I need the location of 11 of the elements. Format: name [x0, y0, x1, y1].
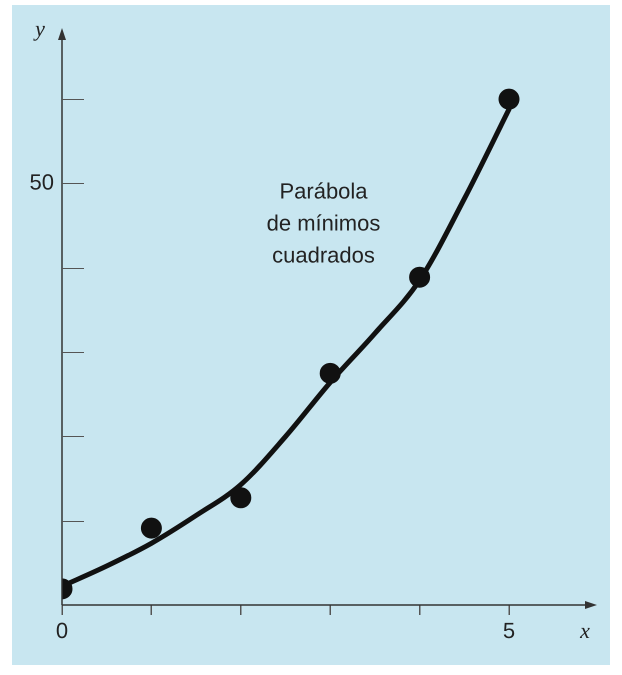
x-tick-label: 0 [56, 618, 68, 644]
y-axis-title: y [33, 16, 46, 41]
point [230, 487, 252, 508]
x-tick-label: 5 [502, 618, 516, 644]
point [140, 518, 162, 539]
text: 50 [30, 170, 54, 195]
point [498, 88, 520, 110]
x-axis-title: x [579, 618, 590, 643]
point [320, 362, 341, 384]
annotation: Parábola de mínimos cuadrados [266, 178, 380, 268]
point [409, 266, 430, 288]
